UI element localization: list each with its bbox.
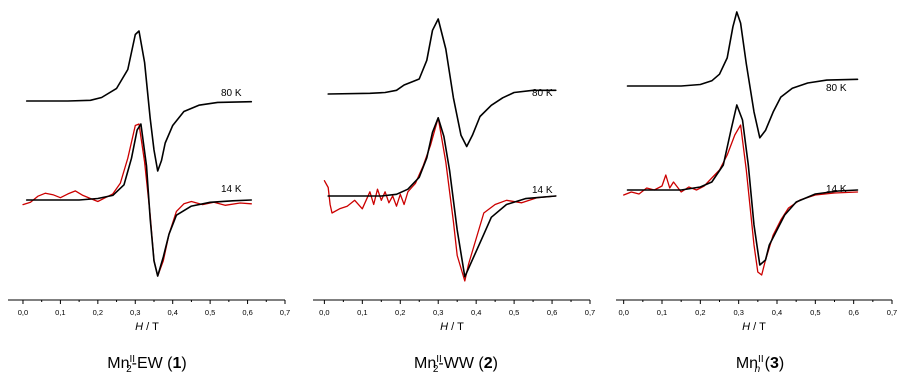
series-14k-fit-line [626, 104, 859, 266]
x-tick-label: 0,5 [205, 308, 215, 317]
x-axis-title: H / T [742, 321, 766, 333]
temperature-label: 14 K [532, 185, 553, 196]
series-80k-line [25, 30, 253, 172]
series-80k-line [626, 11, 859, 139]
panel-caption: MnII n (3) [736, 354, 784, 375]
series-14k-exp-line [623, 124, 859, 276]
x-tick-label: 0,2 [395, 308, 405, 317]
temperature-label: 14 K [826, 184, 847, 195]
temperature-label: 80 K [532, 88, 553, 99]
x-tick-label: 0,1 [657, 308, 667, 317]
temperature-label: 80 K [826, 83, 847, 94]
x-tick-label: 0,0 [319, 308, 329, 317]
x-tick-label: 0,7 [887, 308, 897, 317]
x-tick-label: 0,0 [618, 308, 628, 317]
epr-panel-3: 0,0 0,1 0,2 0,3 0,4 0,5 0,6 0,7 H / T 80 K 14 K MnI… [616, 11, 897, 375]
x-tick-label: 0,6 [547, 308, 557, 317]
epr-panel-2: 0,0 0,1 0,2 0,3 0,4 0,5 0,6 0,7 H / T 80 K 14 K MnI… [313, 18, 595, 375]
x-tick-label: 0,7 [280, 308, 290, 317]
x-axis-title: H / T [135, 321, 159, 333]
x-tick-label: 0,5 [810, 308, 820, 317]
x-tick-label: 0,3 [433, 308, 443, 317]
epr-panel-1: 0,0 0,1 0,2 0,3 0,4 0,5 0,6 0,7 H / T 80 K 14 K MnI… [8, 30, 290, 375]
x-tick-label: 0,6 [242, 308, 252, 317]
x-tick-label: 0,5 [509, 308, 519, 317]
series-80k-line [327, 18, 557, 148]
x-tick-label: 0,4 [471, 308, 481, 317]
x-tick-label: 0,7 [585, 308, 595, 317]
series-14k-fit-line [327, 117, 557, 278]
x-tick-label: 0,6 [848, 308, 858, 317]
x-tick-label: 0,0 [18, 308, 28, 317]
x-tick-label: 0,4 [772, 308, 782, 317]
series-14k-exp-line [323, 117, 557, 282]
x-tick-label: 0,2 [93, 308, 103, 317]
x-tick-label: 0,4 [167, 308, 177, 317]
x-tick-label: 0,1 [55, 308, 65, 317]
x-tick-label: 0,1 [357, 308, 367, 317]
x-tick-label: 0,3 [733, 308, 743, 317]
x-axis-title: H / T [440, 321, 464, 333]
series-14k-exp-line [22, 123, 252, 277]
x-tick-label: 0,3 [130, 308, 140, 317]
panel-caption: MnII 2-EW (1) [107, 354, 186, 375]
x-tick-label: 0,2 [695, 308, 705, 317]
panel-caption: MnII 2-WW (2) [414, 354, 498, 375]
temperature-label: 14 K [221, 184, 242, 195]
series-14k-fit-line [25, 123, 253, 277]
temperature-label: 80 K [221, 88, 242, 99]
